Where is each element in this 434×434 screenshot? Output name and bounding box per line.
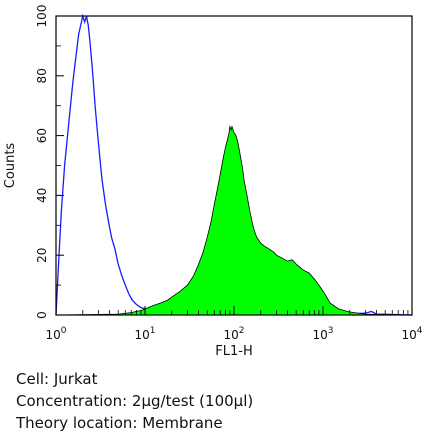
y-tick-label: 40 — [35, 188, 49, 203]
x-tick-label: 101 — [134, 326, 155, 342]
y-axis-ticks: 0 20 40 60 80 100 — [35, 5, 64, 319]
histogram-chart: 100 101 102 103 104 0 20 40 60 80 100 FL1-H Count… — [3, 5, 423, 359]
y-tick-label: 100 — [35, 5, 49, 28]
x-axis-label: FL1-H — [215, 344, 252, 359]
y-tick-label: 0 — [35, 311, 49, 319]
series-layer — [55, 13, 413, 316]
y-tick-label: 80 — [35, 68, 49, 83]
x-axis-ticks: 100 101 102 103 104 — [45, 306, 423, 342]
x-tick-label: 102 — [223, 326, 244, 342]
x-tick-label: 100 — [45, 326, 66, 342]
x-tick-label: 104 — [401, 326, 422, 342]
y-axis-label: Counts — [3, 143, 18, 189]
series-2-filled-histogram — [55, 125, 413, 316]
y-tick-label: 20 — [35, 248, 49, 263]
caption-cell: Cell: Jurkat — [16, 370, 98, 388]
y-tick-label: 60 — [35, 128, 49, 143]
x-tick-label: 103 — [312, 326, 333, 342]
caption-theory-location: Theory location: Membrane — [16, 414, 223, 432]
caption-concentration: Concentration: 2μg/test (100μl) — [16, 392, 254, 410]
